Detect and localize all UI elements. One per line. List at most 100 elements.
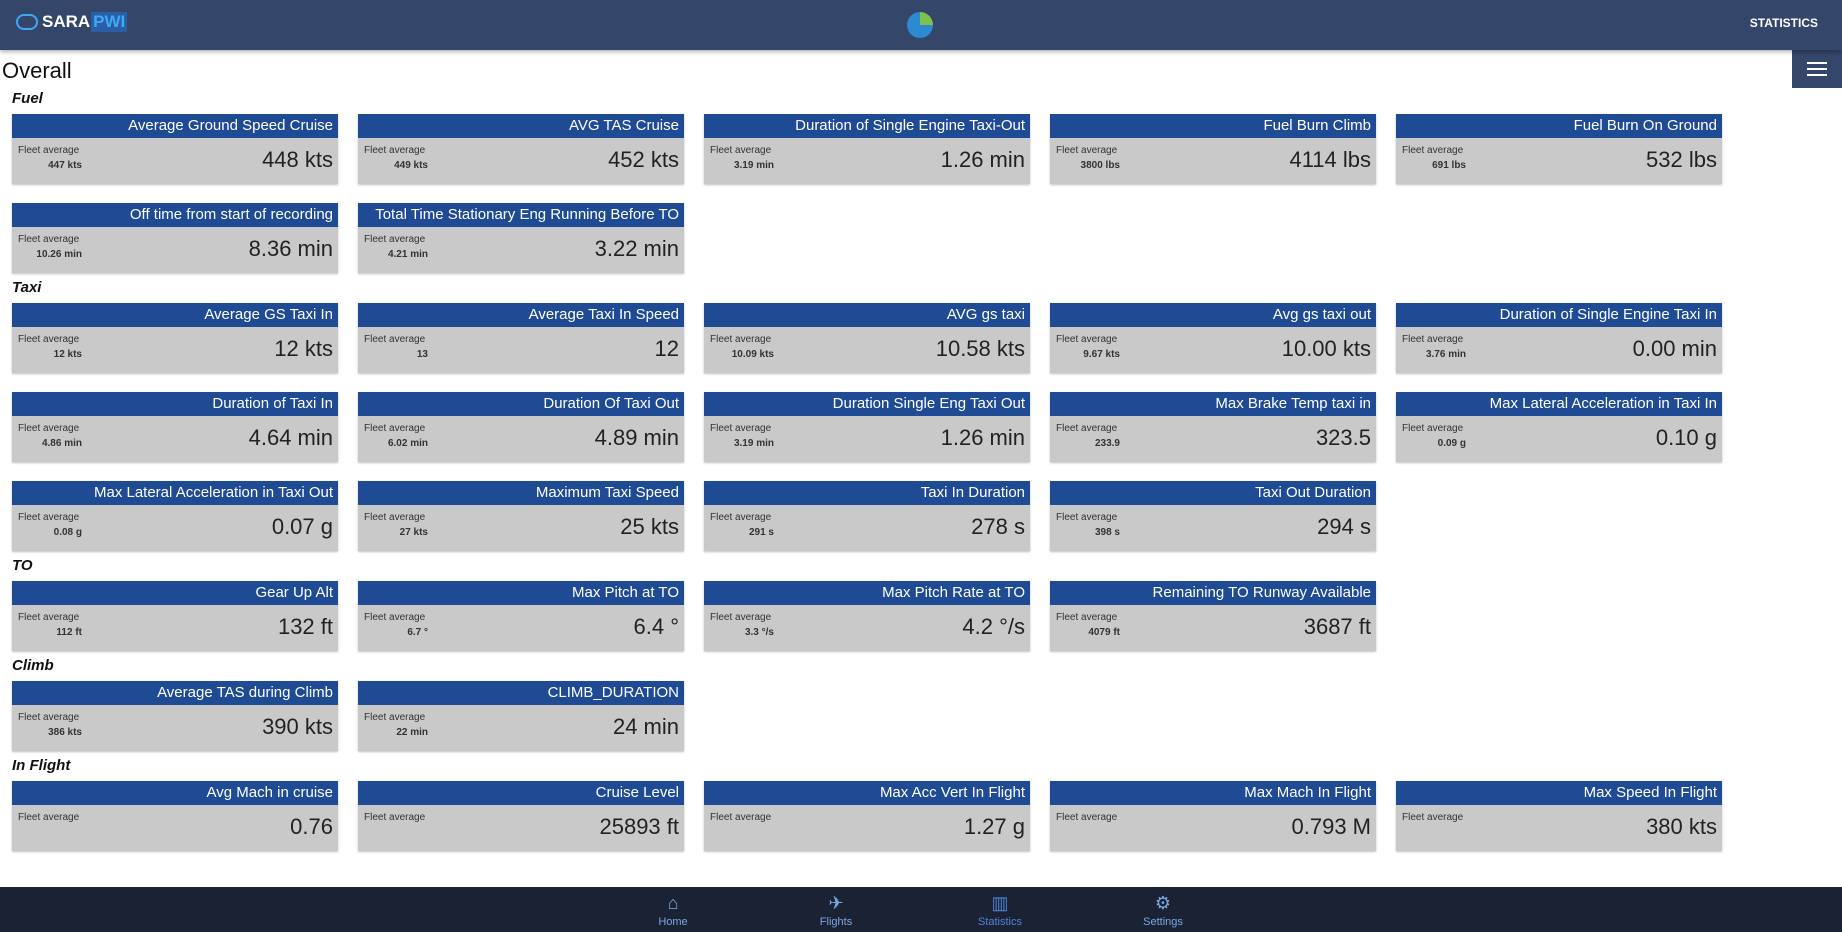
card-body: Fleet average 6.7 ° 6.4 ° [358,605,684,651]
fleet-average-value: 0.08 g [53,527,82,538]
fleet-average-label: Fleet average [18,234,80,245]
stat-card[interactable]: Duration of Taxi In Fleet average 4.86 min… [12,392,338,462]
stat-card[interactable]: Max Brake Temp taxi in Fleet average 233.9… [1050,392,1376,462]
stat-card[interactable]: Average Taxi In Speed Fleet average 13 12 [358,303,684,373]
section-label: Taxi [12,279,42,296]
stat-card[interactable]: CLIMB_DURATION Fleet average 22 min 24 min [358,681,684,751]
stat-card[interactable]: Max Pitch Rate at TO Fleet average 3.3 °/s… [704,581,1030,651]
fleet-average-value: 6.02 min [387,438,428,449]
card-title: Duration of Single Engine Taxi-Out [704,114,1030,138]
stat-card[interactable]: Cruise Level Fleet average 25893 ft [358,781,684,851]
card-title: Max Acc Vert In Flight [704,781,1030,805]
stat-card[interactable]: Avg Mach in cruise Fleet average 0.76 [12,781,338,851]
fleet-average-label: Fleet average [18,334,80,345]
stat-card[interactable]: Taxi In Duration Fleet average 291 s 278 s [704,481,1030,551]
fleet-average-value: 3.3 °/s [744,627,774,638]
stat-card[interactable]: Fuel Burn Climb Fleet average 3800 lbs 4114… [1050,114,1376,184]
stat-card[interactable]: Off time from start of recording Fleet av… [12,203,338,273]
stat-card[interactable]: Duration Of Taxi Out Fleet average 6.02 mi… [358,392,684,462]
card-body: Fleet average 25893 ft [358,805,684,851]
card-body: Fleet average 449 kts 452 kts [358,138,684,184]
nav-label: Statistics [977,916,1022,928]
card-body: Fleet average 9.67 kts 10.00 kts [1050,327,1376,373]
card-body: Fleet average 3.3 °/s 4.2 °/s [704,605,1030,651]
card-title: Max Brake Temp taxi in [1050,392,1376,416]
card-title: Remaining TO Runway Available [1050,581,1376,605]
stat-card[interactable]: Taxi Out Duration Fleet average 398 s 294 s [1050,481,1376,551]
stat-card[interactable]: Average Ground Speed Cruise Fleet average… [12,114,338,184]
stat-card[interactable]: Maximum Taxi Speed Fleet average 27 kts 25 … [358,481,684,551]
stat-card[interactable]: Average GS Taxi In Fleet average 12 kts 12 … [12,303,338,373]
stat-card[interactable]: Total Time Stationary Eng Running Before… [358,203,684,273]
sara-pwi-logo[interactable]: SARA PWI [16,12,128,32]
nav-item-statistics[interactable]: ▥ Statistics [960,893,1040,928]
stat-value: 0.76 [290,814,333,839]
fleet-average-label: Fleet average [710,334,772,345]
main-content: Overall Fuel Average Ground Speed Cruise F… [0,50,1830,887]
stat-value: 12 [654,336,679,361]
stat-card[interactable]: Max Lateral Acceleration in Taxi In Fleet… [1396,392,1722,462]
stat-card[interactable]: Max Acc Vert In Flight Fleet average 1.27 … [704,781,1030,851]
stat-value: 278 s [971,514,1025,539]
fleet-average-label: Fleet average [18,512,80,523]
card-body: Fleet average 13 12 [358,327,684,373]
fleet-average-label: Fleet average [364,334,426,345]
fleet-average-value: 398 s [1094,527,1120,538]
card-title: Max Pitch Rate at TO [704,581,1030,605]
stat-card[interactable]: Gear Up Alt Fleet average 112 ft 132 ft [12,581,338,651]
stat-card[interactable]: Max Pitch at TO Fleet average 6.7 ° 6.4 ° [358,581,684,651]
stat-card[interactable]: Average TAS during Climb Fleet average 386… [12,681,338,751]
fleet-average-label: Fleet average [1056,145,1118,156]
fleet-average-label: Fleet average [18,712,80,723]
stat-card[interactable]: Max Lateral Acceleration in Taxi Out Flee… [12,481,338,551]
stat-card[interactable]: Max Mach In Flight Fleet average 0.793 M [1050,781,1376,851]
section-label: Climb [12,657,54,674]
stat-value: 0.10 g [1655,425,1717,450]
stat-card[interactable]: Remaining TO Runway Available Fleet avera… [1050,581,1376,651]
stat-card[interactable]: AVG TAS Cruise Fleet average 449 kts 452 kt… [358,114,684,184]
fleet-average-value: 291 s [748,527,774,538]
fleet-average-value: 233.9 [1094,438,1120,449]
stat-card[interactable]: Fuel Burn On Ground Fleet average 691 lbs 5… [1396,114,1722,184]
nav-item-flights[interactable]: ✈ Flights [796,893,876,928]
stat-card[interactable]: Avg gs taxi out Fleet average 9.67 kts 10.0… [1050,303,1376,373]
fleet-average-label: Fleet average [18,423,80,434]
fleet-average-value: 691 lbs [1432,160,1466,171]
fleet-average-label: Fleet average [710,145,772,156]
stat-value: 532 lbs [1646,147,1717,172]
stat-value: 12 kts [274,336,333,361]
card-title: Maximum Taxi Speed [358,481,684,505]
stat-value: 0.07 g [271,514,333,539]
fleet-average-label: Fleet average [710,512,772,523]
stat-card[interactable]: Duration of Single Engine Taxi In Fleet a… [1396,303,1722,373]
section-label: TO [12,557,33,574]
fleet-average-value: 0.09 g [1437,438,1466,449]
card-title: Fuel Burn On Ground [1396,114,1722,138]
card-body: Fleet average 380 kts [1396,805,1722,851]
card-body: Fleet average 6.02 min 4.89 min [358,416,684,462]
card-body: Fleet average 0.793 M [1050,805,1376,851]
stat-card[interactable]: Max Speed In Flight Fleet average 380 kts [1396,781,1722,851]
card-grid: Average TAS during Climb Fleet average 386… [12,681,1742,751]
card-body: Fleet average 10.09 kts 10.58 kts [704,327,1030,373]
fleet-average-label: Fleet average [18,612,80,623]
hamburger-menu-button[interactable] [1792,50,1842,88]
fleet-average-label: Fleet average [1402,145,1464,156]
fleet-average-label: Fleet average [1402,423,1464,434]
stat-card[interactable]: AVG gs taxi Fleet average 10.09 kts 10.58 k… [704,303,1030,373]
fleet-average-label: Fleet average [1056,812,1118,823]
card-body: Fleet average 3.19 min 1.26 min [704,138,1030,184]
card-grid: Avg Mach in cruise Fleet average 0.76 Cruis… [12,781,1742,851]
logo-text: SARA [42,12,91,31]
logo-suffix: PWI [91,12,128,32]
stat-card[interactable]: Duration Single Eng Taxi Out Fleet averag… [704,392,1030,462]
nav-item-settings[interactable]: ⚙ Settings [1123,893,1203,928]
nav-item-home[interactable]: ⌂ Home [633,893,713,928]
fleet-average-label: Fleet average [364,612,426,623]
stat-value: 132 ft [277,614,333,639]
stat-card[interactable]: Duration of Single Engine Taxi-Out Fleet … [704,114,1030,184]
stat-value: 25 kts [620,514,679,539]
fleet-average-value: 6.7 ° [407,627,428,638]
fleet-average-label: Fleet average [1056,512,1118,523]
fleet-average-label: Fleet average [1402,334,1464,345]
